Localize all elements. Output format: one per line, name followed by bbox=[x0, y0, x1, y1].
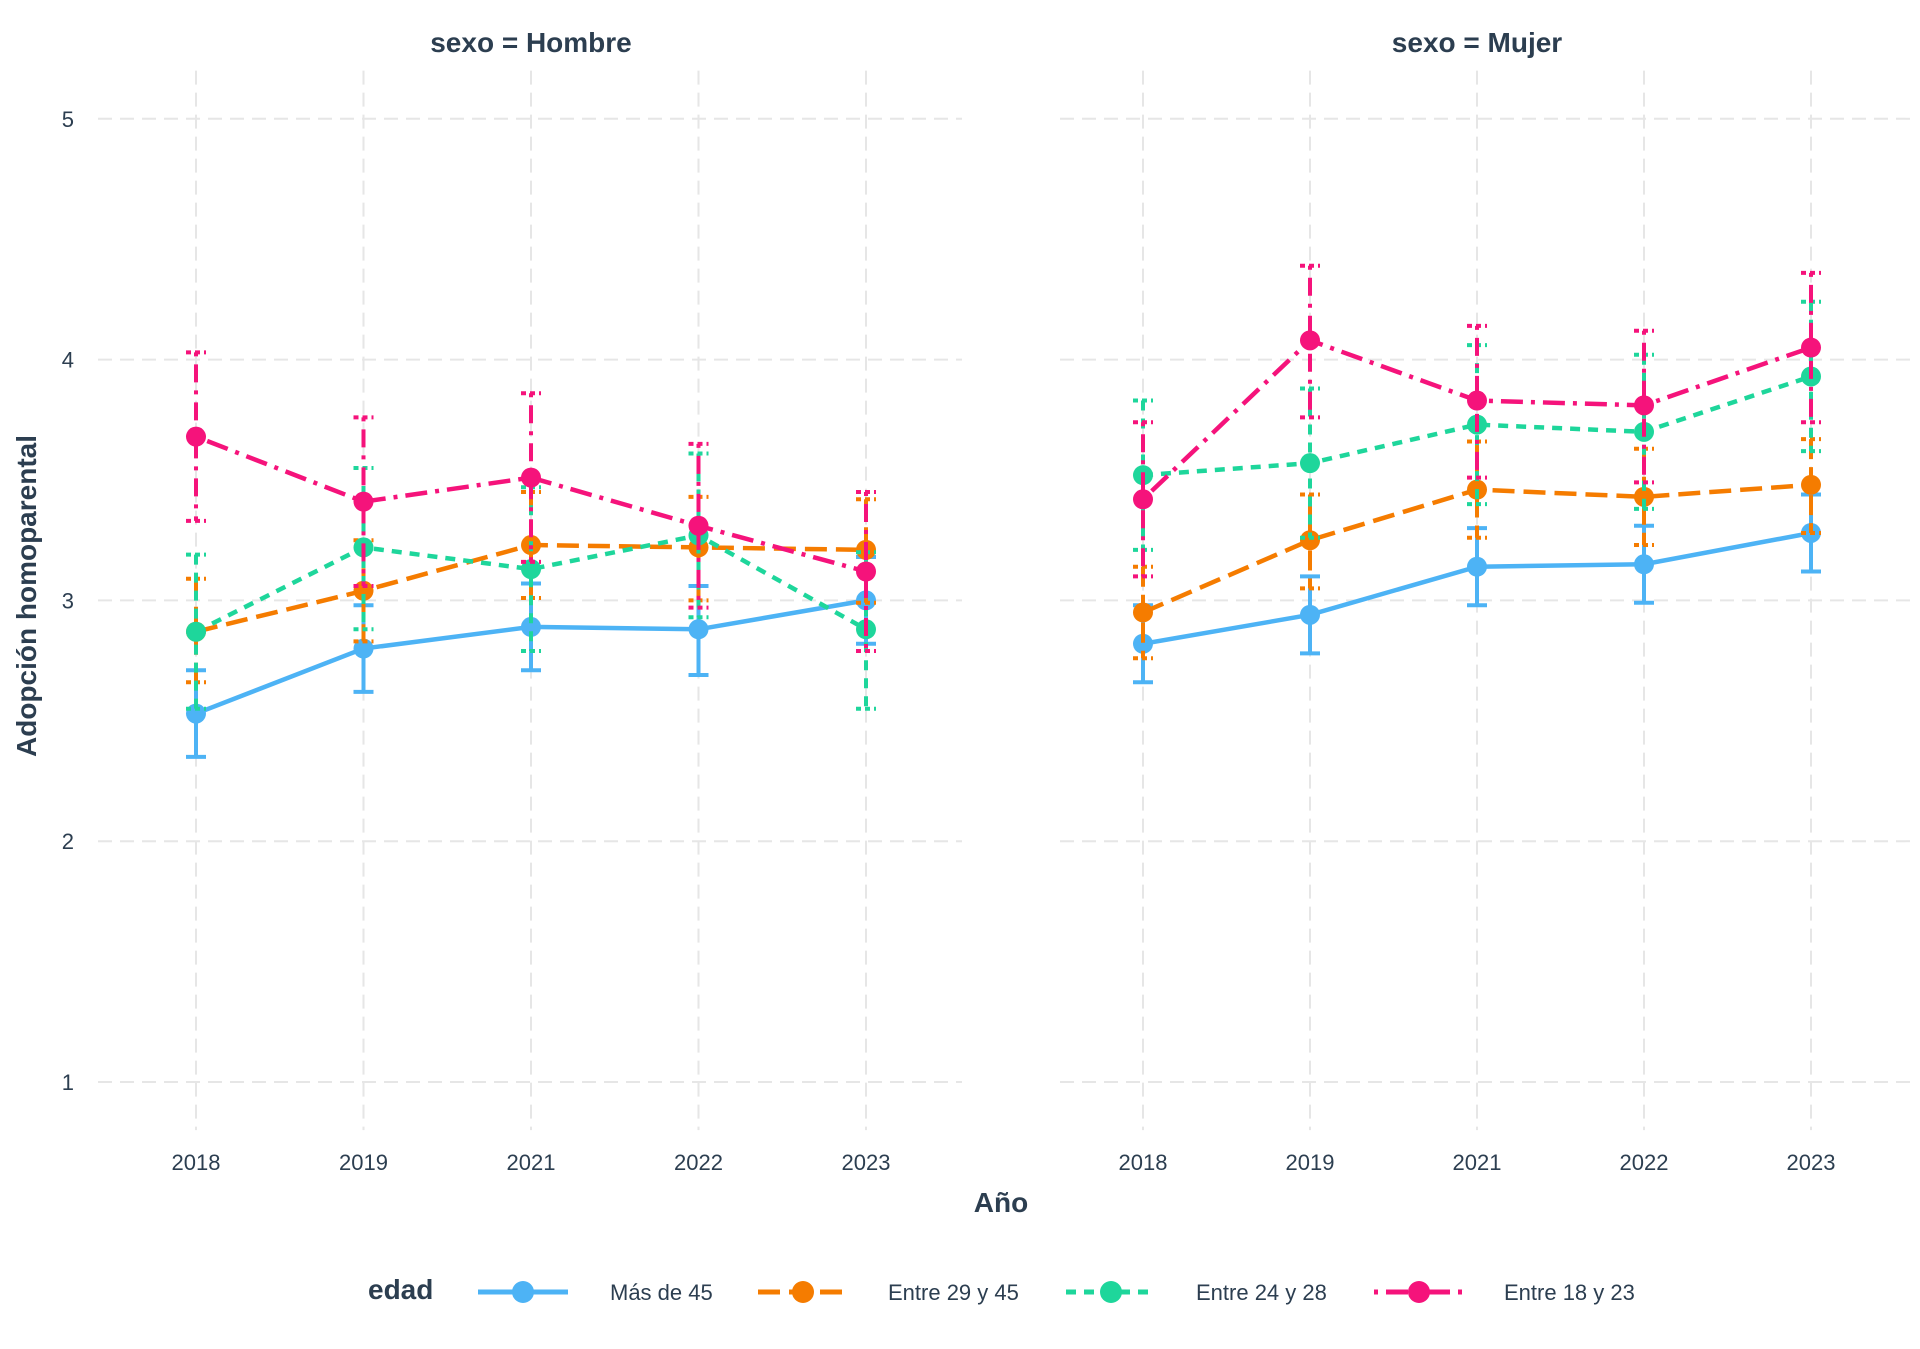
x-tick-label: 2022 bbox=[1620, 1150, 1669, 1175]
y-tick-label: 3 bbox=[62, 588, 74, 613]
error-bar bbox=[1467, 323, 1487, 480]
error-bar bbox=[688, 441, 709, 610]
data-point bbox=[688, 515, 709, 536]
data-point bbox=[1634, 395, 1654, 416]
y-tick-label: 5 bbox=[62, 107, 74, 132]
series-entre-18-y-23 bbox=[1133, 263, 1821, 579]
data-point bbox=[1133, 489, 1153, 510]
x-tick-label: 2022 bbox=[674, 1150, 723, 1175]
data-point bbox=[1133, 633, 1153, 654]
data-point bbox=[1634, 554, 1654, 575]
data-point bbox=[186, 621, 206, 642]
legend-item-entre-29-y-45: Entre 29 y 45 bbox=[758, 1280, 1019, 1305]
x-tick-label: 2021 bbox=[507, 1150, 556, 1175]
y-tick-label: 2 bbox=[62, 829, 74, 854]
x-axis-title: Año bbox=[974, 1187, 1028, 1218]
x-tick-label: 2023 bbox=[1787, 1150, 1836, 1175]
error-bar bbox=[186, 350, 206, 523]
x-tick-label: 2018 bbox=[1119, 1150, 1168, 1175]
data-point bbox=[688, 619, 709, 640]
data-point bbox=[1801, 474, 1821, 495]
x-tick-label: 2023 bbox=[842, 1150, 891, 1175]
legend-item-entre-24-y-28: Entre 24 y 28 bbox=[1066, 1280, 1327, 1305]
panel-title: sexo = Mujer bbox=[1392, 27, 1563, 58]
legend-label: Entre 29 y 45 bbox=[888, 1280, 1019, 1305]
panel-1: sexo = Hombre 1 2 3 4 5 2018 2019 2021 2022 2023 bbox=[62, 27, 962, 1175]
data-point bbox=[1801, 337, 1821, 358]
legend: Más de 45 Entre 29 y 45 Entre 24 y 28 Entre… bbox=[478, 1280, 1635, 1305]
data-point bbox=[1300, 330, 1320, 351]
data-point bbox=[1300, 530, 1320, 551]
data-point bbox=[521, 467, 541, 488]
x-tick-label: 2021 bbox=[1453, 1150, 1502, 1175]
legend-swatch-point bbox=[512, 1281, 534, 1303]
x-tick-label: 2019 bbox=[1286, 1150, 1335, 1175]
legend-item-más-de-45: Más de 45 bbox=[478, 1280, 713, 1305]
data-point bbox=[1467, 556, 1487, 577]
data-point bbox=[1133, 602, 1153, 623]
data-point bbox=[353, 491, 374, 512]
legend-label: Más de 45 bbox=[610, 1280, 713, 1305]
gridlines bbox=[98, 70, 962, 1131]
data-point bbox=[186, 426, 206, 447]
data-point bbox=[1300, 604, 1320, 625]
legend-swatch-point bbox=[1100, 1281, 1122, 1303]
panel-2: sexo = Mujer 2018 2019 2021 2022 2023 bbox=[1060, 27, 1916, 1175]
series-line bbox=[1142, 374, 1812, 478]
legend-swatch-point bbox=[1408, 1281, 1430, 1303]
y-axis-title: Adopción homoparental bbox=[11, 435, 42, 757]
data-point bbox=[521, 559, 541, 580]
y-tick-label: 4 bbox=[62, 348, 74, 373]
x-tick-label: 2019 bbox=[339, 1150, 388, 1175]
error-bar bbox=[353, 415, 374, 588]
data-point bbox=[1300, 453, 1320, 474]
data-point bbox=[521, 616, 541, 637]
error-bar bbox=[1634, 328, 1654, 485]
data-point bbox=[1467, 390, 1487, 411]
legend-label: Entre 18 y 23 bbox=[1504, 1280, 1635, 1305]
data-point bbox=[353, 638, 374, 659]
error-bar bbox=[1801, 270, 1821, 425]
panel-title: sexo = Hombre bbox=[430, 27, 632, 58]
legend-title: edad bbox=[368, 1274, 433, 1305]
y-tick-label: 1 bbox=[62, 1070, 74, 1095]
legend-label: Entre 24 y 28 bbox=[1196, 1280, 1327, 1305]
legend-swatch-point bbox=[792, 1281, 814, 1303]
data-point bbox=[1634, 486, 1654, 507]
error-bar bbox=[1300, 263, 1320, 420]
x-tick-label: 2018 bbox=[172, 1150, 221, 1175]
error-bar bbox=[521, 391, 541, 564]
gridlines bbox=[1060, 70, 1916, 1131]
data-point bbox=[856, 561, 876, 582]
series-entre-18-y-23 bbox=[186, 350, 876, 653]
legend-item-entre-18-y-23: Entre 18 y 23 bbox=[1374, 1280, 1635, 1305]
